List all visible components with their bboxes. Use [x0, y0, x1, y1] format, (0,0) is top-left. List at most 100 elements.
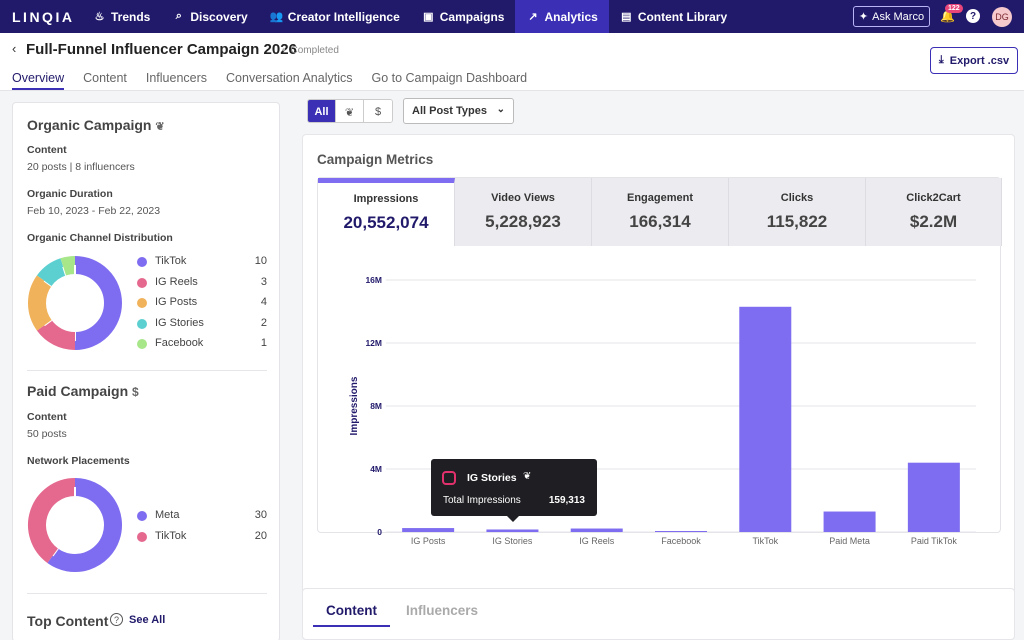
filter-paid-button[interactable]: $: [364, 100, 392, 122]
divider: [27, 370, 267, 371]
nav-label: Trends: [111, 9, 151, 24]
bar-ig-reels[interactable]: [570, 528, 623, 532]
metric-label: Click2Cart: [906, 192, 961, 204]
ask-marco-button[interactable]: ✦ Ask Marco: [853, 6, 930, 27]
sparkle-icon: ✦: [858, 11, 869, 23]
top-content-title: Top Content: [27, 613, 109, 629]
legend-dot: [137, 511, 147, 521]
metric-tab-video-views[interactable]: Video Views 5,228,923: [455, 178, 592, 246]
nav-analytics[interactable]: ↗ Analytics: [515, 0, 609, 33]
legend-label: IG Stories: [155, 316, 204, 329]
organic-donut-chart: [28, 256, 122, 350]
donut-slice-ig-stories[interactable]: [36, 258, 67, 287]
dollar-icon: $: [132, 385, 139, 399]
donut-slice-tiktok[interactable]: [28, 478, 76, 564]
content-influencer-card: Content Influencers: [302, 588, 1015, 640]
nav-trends[interactable]: ♨ Trends: [82, 0, 161, 33]
bar-paid-meta[interactable]: [823, 511, 876, 532]
donut-slice-facebook[interactable]: [60, 256, 76, 276]
avatar[interactable]: DG: [992, 7, 1012, 27]
see-all-link[interactable]: See All: [129, 614, 166, 626]
metric-tab-clicks[interactable]: Clicks 115,822: [729, 178, 866, 246]
legend-label: IG Posts: [155, 296, 198, 308]
x-tick-label: IG Posts: [411, 536, 446, 546]
briefcase-icon: ▣: [423, 11, 434, 23]
x-tick-label: Facebook: [661, 536, 701, 546]
tab-content[interactable]: Content: [83, 71, 127, 85]
organic-duration-label: Organic Duration: [27, 188, 113, 200]
nav-campaigns[interactable]: ▣ Campaigns: [411, 0, 516, 33]
donut-slice-meta[interactable]: [47, 478, 122, 572]
metric-label: Engagement: [626, 192, 693, 204]
legend-count: 20: [254, 529, 267, 542]
nav-content-library[interactable]: ▤ Content Library: [609, 0, 738, 33]
legend-dot: [137, 318, 147, 329]
nav-label: Content Library: [637, 9, 728, 24]
filter-organic-button[interactable]: ❦: [336, 100, 364, 122]
legend-dot: [137, 298, 147, 308]
x-tick-label: IG Stories: [492, 536, 533, 546]
organic-campaign-title: Organic Campaign ❦: [27, 117, 165, 133]
metric-tab-impressions[interactable]: Impressions 20,552,074: [318, 178, 455, 246]
metric-label: Impressions: [353, 193, 419, 205]
nav-label: Campaigns: [439, 9, 505, 24]
paid-content-label: Content: [27, 411, 67, 423]
y-tick-label: 0: [377, 527, 382, 537]
tab-overview[interactable]: Overview: [12, 71, 65, 90]
x-tick-label: Paid TikTok: [911, 536, 958, 546]
nav-discovery[interactable]: ⌕ Discovery: [161, 0, 258, 33]
notification-badge: 122: [945, 4, 963, 13]
paid-campaign-title: Paid Campaign $: [27, 383, 139, 399]
page-header: ‹ Full-Funnel Influencer Campaign 2026 C…: [0, 33, 1024, 91]
legend-row-tiktok: TikTok 10: [137, 255, 267, 269]
network-placements-label: Network Placements: [27, 455, 130, 467]
bar-ig-posts[interactable]: [402, 528, 455, 532]
donut-slice-ig-posts[interactable]: [28, 275, 52, 331]
logo[interactable]: LINQIA: [12, 8, 75, 25]
help-circle-icon[interactable]: ?: [110, 613, 123, 626]
bar-tiktok[interactable]: [739, 306, 792, 532]
paid-donut-chart: [28, 478, 122, 572]
tab-influencers[interactable]: Influencers: [145, 71, 208, 85]
tab-content-bottom[interactable]: Content: [313, 603, 390, 627]
nav-creator-intelligence[interactable]: 👥 Creator Intelligence: [259, 0, 411, 33]
organic-title-text: Organic Campaign: [27, 117, 152, 133]
export-csv-button[interactable]: ⤓ Export .csv: [930, 47, 1018, 74]
bar-paid-tiktok[interactable]: [907, 462, 960, 532]
divider: [27, 593, 267, 594]
page-tabs: Overview Content Influencers Conversatio…: [12, 71, 527, 90]
leaf-icon: ❦: [523, 471, 532, 482]
legend-label: Meta: [155, 509, 180, 521]
metric-label: Video Views: [491, 192, 555, 204]
post-types-dropdown[interactable]: All Post Types ⌄: [403, 98, 514, 124]
legend-count: 10: [254, 255, 267, 267]
legend-row-tiktok: TikTok 20: [137, 530, 267, 544]
metric-tab-engagement[interactable]: Engagement 166,314: [592, 178, 729, 246]
organic-duration-value: Feb 10, 2023 - Feb 22, 2023: [27, 205, 161, 217]
legend-row-meta: Meta 30: [137, 509, 267, 523]
x-tick-label: IG Reels: [579, 536, 615, 546]
tab-influencers-bottom[interactable]: Influencers: [406, 603, 479, 618]
campaign-metrics-title: Campaign Metrics: [317, 152, 434, 167]
donut-slice-tiktok[interactable]: [74, 256, 122, 350]
paid-title-text: Paid Campaign: [27, 383, 129, 399]
tab-campaign-dashboard[interactable]: Go to Campaign Dashboard: [371, 71, 528, 85]
donut-slice-ig-reels[interactable]: [36, 319, 76, 350]
campaign-metrics-card: Campaign Metrics Impressions 20,552,074 Vi…: [302, 134, 1015, 634]
help-icon[interactable]: ?: [966, 9, 980, 23]
bar-facebook[interactable]: [655, 531, 707, 532]
chevron-down-icon: ⌄: [496, 104, 505, 115]
back-chevron-icon[interactable]: ‹: [12, 41, 17, 56]
filter-all-button[interactable]: All: [308, 100, 336, 122]
metric-tab-click2cart[interactable]: Click2Cart $2.2M: [866, 178, 1002, 246]
tab-conversation-analytics[interactable]: Conversation Analytics: [226, 71, 353, 85]
export-label: Export .csv: [949, 54, 1010, 67]
legend-label: TikTok: [155, 255, 187, 267]
metric-value: $2.2M: [909, 212, 958, 231]
metric-value: 166,314: [629, 212, 691, 231]
bar-ig-stories[interactable]: [486, 529, 539, 532]
nav-label: Analytics: [544, 9, 598, 24]
leaf-icon: ❦: [155, 121, 165, 133]
gallery-icon: ▤: [621, 11, 632, 23]
instagram-icon: [442, 471, 456, 485]
